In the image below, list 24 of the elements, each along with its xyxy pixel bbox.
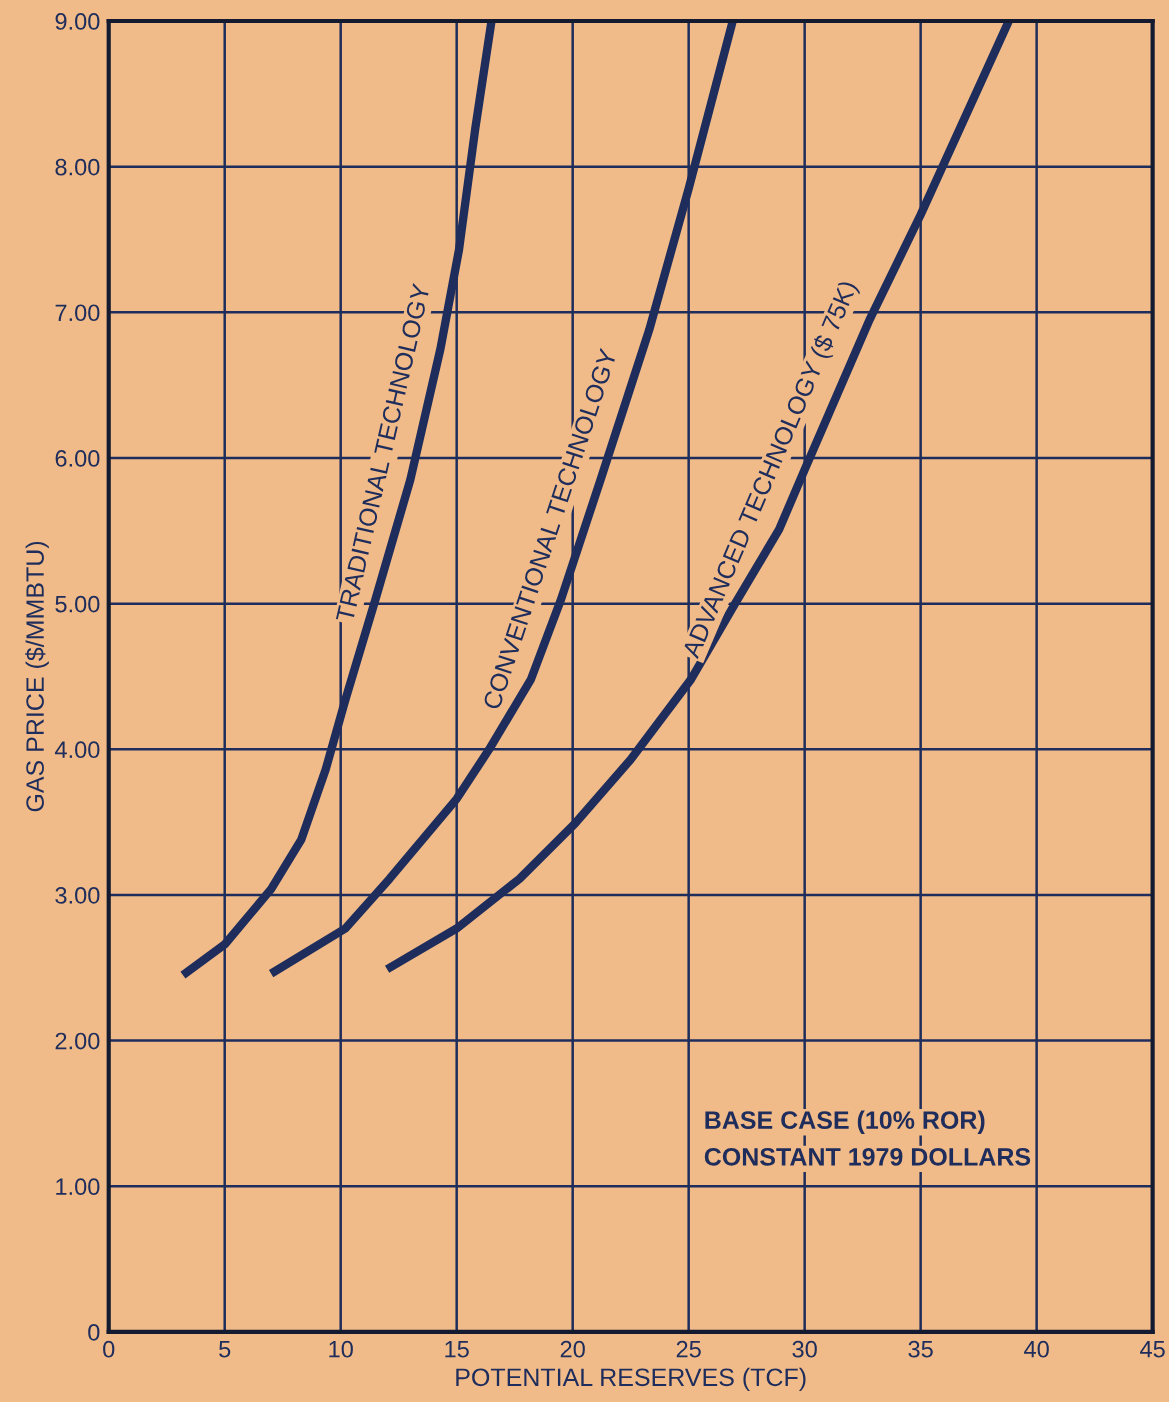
y-tick-label: 0 bbox=[88, 1323, 100, 1341]
y-tick-label: 2.00 bbox=[55, 1032, 100, 1050]
x-tick-label: 0 bbox=[103, 1340, 115, 1358]
x-tick-label: 30 bbox=[792, 1340, 817, 1358]
x-tick-label: 40 bbox=[1024, 1340, 1049, 1358]
x-axis-title: POTENTIAL RESERVES (TCF) bbox=[456, 1367, 806, 1392]
y-tick-label: 3.00 bbox=[55, 887, 100, 904]
x-tick-label: 25 bbox=[676, 1340, 701, 1358]
y-tick-label: 8.00 bbox=[55, 158, 100, 176]
y-tick-label: 4.00 bbox=[54, 741, 100, 759]
x-tick-label: 15 bbox=[445, 1341, 469, 1358]
x-tick-label: 35 bbox=[908, 1340, 933, 1358]
y-tick-label: 7.00 bbox=[55, 304, 100, 322]
annotation: CONSTANT 1979 DOLLARS bbox=[704, 1147, 1031, 1166]
x-tick-label: 10 bbox=[329, 1340, 353, 1358]
x-tick-label: 5 bbox=[219, 1341, 231, 1358]
y-tick-label: 5.00 bbox=[55, 595, 100, 613]
y-tick-label: 6.00 bbox=[55, 450, 100, 467]
x-tick-label: 20 bbox=[560, 1340, 585, 1358]
y-tick-label: 9.00 bbox=[55, 13, 100, 30]
y-tick-label: 1.00 bbox=[56, 1178, 100, 1196]
annotation: BASE CASE (10% ROR) bbox=[705, 1110, 985, 1134]
x-tick-label: 45 bbox=[1140, 1341, 1165, 1358]
y-axis-title: GAS PRICE ($/MMBTU) bbox=[25, 541, 49, 812]
